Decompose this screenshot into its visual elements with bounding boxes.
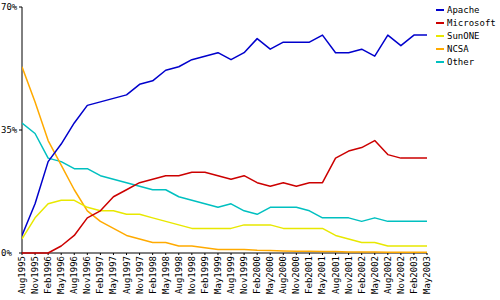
x-tick-label: Feb1997 xyxy=(95,256,105,294)
series-line xyxy=(22,123,427,221)
x-tick-label: Aug1995 xyxy=(17,256,27,294)
x-tick-label: Aug1996 xyxy=(69,256,79,294)
x-tick xyxy=(335,253,336,255)
x-tick-label: Feb1999 xyxy=(200,256,210,294)
legend-label: Apache xyxy=(447,5,480,15)
x-tick xyxy=(387,253,388,255)
x-tick-label: Nov2001 xyxy=(344,256,354,294)
x-tick-label: May1998 xyxy=(161,256,171,294)
x-tick-label: Aug2000 xyxy=(278,256,288,294)
series-line xyxy=(22,67,427,253)
x-tick-label: Nov1995 xyxy=(30,256,40,294)
x-tick xyxy=(126,253,127,255)
y-tick-label: 0% xyxy=(1,248,12,258)
x-tick xyxy=(113,253,114,255)
x-tick xyxy=(348,253,349,255)
x-tick xyxy=(74,253,75,255)
legend-swatch xyxy=(436,35,444,37)
x-tick xyxy=(244,253,245,255)
x-tick-label: Feb1996 xyxy=(43,256,53,294)
x-tick xyxy=(257,253,258,255)
x-tick-label: Nov1999 xyxy=(239,256,249,294)
x-tick xyxy=(139,253,140,255)
x-tick-label: Feb2002 xyxy=(357,256,367,294)
x-tick xyxy=(361,253,362,255)
x-tick-label: Feb2001 xyxy=(304,256,314,294)
x-tick-label: Aug2001 xyxy=(331,256,341,294)
legend-label: Other xyxy=(447,57,475,67)
x-tick xyxy=(61,253,62,255)
x-tick-label: May1996 xyxy=(56,256,66,294)
x-tick-label: May2000 xyxy=(265,256,275,294)
x-tick-label: Nov1997 xyxy=(135,256,145,294)
x-tick-label: Feb2000 xyxy=(252,256,262,294)
x-tick-label: May1999 xyxy=(213,256,223,294)
x-tick-label: May2002 xyxy=(370,256,380,294)
x-tick-label: Aug1998 xyxy=(174,256,184,294)
x-tick-label: Nov1996 xyxy=(82,256,92,294)
x-tick-label: Aug2002 xyxy=(383,256,393,294)
x-tick-label: Aug1997 xyxy=(122,256,132,294)
x-tick xyxy=(204,253,205,255)
x-tick xyxy=(270,253,271,255)
x-tick xyxy=(178,253,179,255)
x-tick-label: May2003 xyxy=(422,256,432,294)
x-tick xyxy=(231,253,232,255)
legend-swatch xyxy=(436,48,444,50)
x-tick xyxy=(374,253,375,255)
x-tick xyxy=(217,253,218,255)
x-tick-label: Nov2002 xyxy=(396,256,406,294)
legend-label: SunONE xyxy=(447,31,480,41)
x-tick xyxy=(165,253,166,255)
x-tick-label: Feb1998 xyxy=(148,256,158,294)
x-tick-label: May1997 xyxy=(108,256,118,294)
x-tick-label: May2001 xyxy=(317,256,327,294)
legend-swatch xyxy=(436,9,444,11)
x-tick xyxy=(309,253,310,255)
x-tick xyxy=(427,253,428,255)
x-tick xyxy=(322,253,323,255)
y-axis xyxy=(22,7,23,253)
x-tick xyxy=(413,253,414,255)
x-tick xyxy=(87,253,88,255)
legend-label: NCSA xyxy=(447,44,469,54)
legend: Apache Microsoft SunONE NCSA Other xyxy=(436,5,496,67)
series-line xyxy=(22,35,427,235)
series-line xyxy=(22,141,427,253)
x-tick xyxy=(400,253,401,255)
x-tick xyxy=(100,253,101,255)
y-tick-label: 35% xyxy=(1,125,18,135)
y-tick-label: 70% xyxy=(1,2,18,12)
x-tick-label: Nov2000 xyxy=(291,256,301,294)
x-tick-label: Nov1998 xyxy=(187,256,197,294)
x-tick xyxy=(191,253,192,255)
chart: 0%35%70%Aug1995Nov1995Feb1996May1996Aug1… xyxy=(0,0,500,300)
plot-lines xyxy=(22,35,427,253)
legend-label: Microsoft xyxy=(447,18,496,28)
legend-swatch xyxy=(436,22,444,24)
x-tick xyxy=(283,253,284,255)
x-tick xyxy=(296,253,297,255)
legend-swatch xyxy=(436,61,444,63)
x-tick-label: Aug1999 xyxy=(226,256,236,294)
x-tick xyxy=(152,253,153,255)
x-tick-label: Feb2003 xyxy=(409,256,419,294)
